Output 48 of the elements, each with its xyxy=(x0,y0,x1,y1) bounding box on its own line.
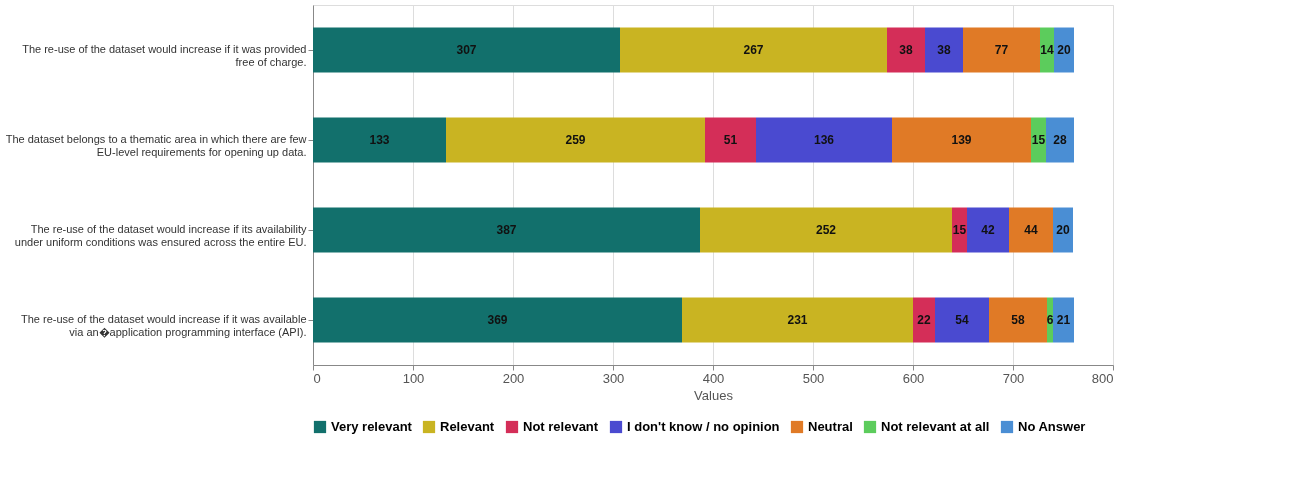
data-label: 231 xyxy=(787,313,808,327)
data-label: 6 xyxy=(1046,313,1054,327)
y-tick-label: The dataset belongs to a thematic area in which there are few EU-level requirements for opening up data. xyxy=(5,133,307,158)
x-tick-label: 300 xyxy=(602,370,625,386)
data-label: 15 xyxy=(952,223,967,237)
legend-label: Not relevant xyxy=(523,419,599,434)
data-label: 15 xyxy=(1031,133,1046,147)
data-label: 28 xyxy=(1053,133,1067,147)
legend-label: No Answer xyxy=(1018,419,1086,434)
data-label: 307 xyxy=(456,43,477,57)
data-label: 252 xyxy=(815,223,837,237)
data-label: 259 xyxy=(565,133,586,147)
data-label: 44 xyxy=(1024,223,1038,237)
data-label: 369 xyxy=(487,313,508,327)
data-label: 387 xyxy=(496,223,517,237)
data-label: 21 xyxy=(1056,313,1071,327)
x-axis-title: Values xyxy=(694,387,734,403)
x-tick-label: 100 xyxy=(402,370,425,386)
data-label: 54 xyxy=(955,313,969,327)
legend-label: I don't know / no opinion xyxy=(627,419,780,434)
y-tick-label: The re-use of the dataset would increase if its availability under uniform conditions was ensured across the entire EU. xyxy=(14,223,307,248)
data-label: 58 xyxy=(1011,313,1025,327)
x-tick-label: 700 xyxy=(1002,370,1025,386)
y-tick-label: The re-use of the dataset would increase if it was provided free of charge. xyxy=(22,43,307,68)
data-label: 42 xyxy=(981,223,995,237)
data-label: 38 xyxy=(937,43,951,57)
x-tick-label: 500 xyxy=(802,370,825,386)
data-label: 14 xyxy=(1040,43,1054,57)
data-label: 139 xyxy=(951,133,972,147)
x-tick-label: 0 xyxy=(313,370,321,386)
data-label: 38 xyxy=(899,43,913,57)
data-label: 133 xyxy=(369,133,390,147)
legend-label: Not relevant at all xyxy=(881,419,990,434)
x-tick-label: 200 xyxy=(502,370,525,386)
x-tick-label: 400 xyxy=(702,370,725,386)
legend-label: Neutral xyxy=(808,419,853,434)
data-label: 22 xyxy=(917,313,931,327)
y-tick-label: The re-use of the dataset would increase if it was available via an�application programming interface (API). xyxy=(20,313,307,338)
data-label: 267 xyxy=(743,43,764,57)
x-tick-label: 800 xyxy=(1091,370,1114,386)
data-label: 136 xyxy=(813,133,835,147)
data-label: 20 xyxy=(1056,223,1070,237)
data-label: 20 xyxy=(1057,43,1071,57)
x-tick-label: 600 xyxy=(902,370,925,386)
data-label: 51 xyxy=(723,133,738,147)
data-label: 77 xyxy=(994,43,1009,57)
legend-label: Relevant xyxy=(440,419,495,434)
legend-label: Very relevant xyxy=(331,419,413,434)
